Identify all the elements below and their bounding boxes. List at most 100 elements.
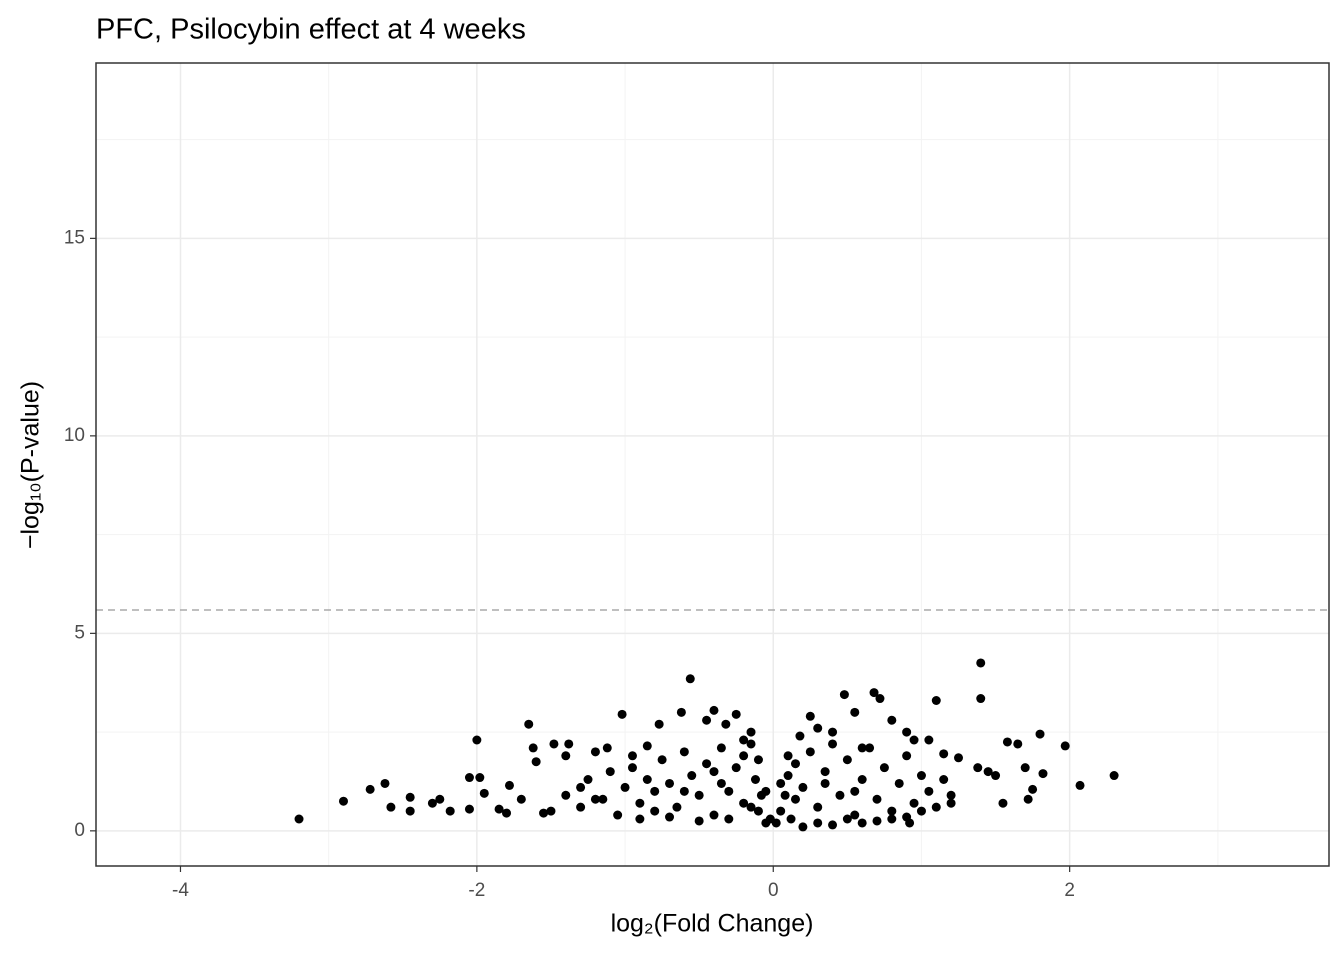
point: [561, 751, 571, 761]
point: [504, 780, 514, 790]
point: [427, 798, 437, 808]
point: [976, 694, 986, 704]
point: [472, 735, 482, 745]
chart-title: PFC, Psilocybin effect at 4 weeks: [96, 14, 526, 46]
point: [839, 690, 849, 700]
point: [783, 771, 793, 781]
point: [685, 674, 695, 684]
point: [931, 802, 941, 812]
point: [1060, 741, 1070, 751]
point: [445, 806, 455, 816]
point: [739, 735, 749, 745]
point: [676, 707, 686, 717]
point: [813, 802, 823, 812]
point: [724, 786, 734, 796]
point: [916, 771, 926, 781]
point: [750, 774, 760, 784]
point: [475, 773, 485, 783]
point: [590, 794, 600, 804]
point: [1038, 769, 1048, 779]
point: [613, 810, 623, 820]
point: [783, 751, 793, 761]
point: [857, 774, 867, 784]
point: [739, 798, 749, 808]
point: [602, 743, 612, 753]
point: [991, 771, 1001, 781]
point: [1109, 771, 1119, 781]
point: [494, 804, 504, 814]
point: [731, 709, 741, 719]
point: [627, 751, 637, 761]
point: [716, 778, 726, 788]
point: [746, 739, 756, 749]
point: [605, 767, 615, 777]
point: [746, 727, 756, 737]
point: [998, 798, 1008, 808]
point: [924, 735, 934, 745]
point: [872, 816, 882, 826]
point: [294, 814, 304, 824]
point: [721, 719, 731, 729]
point: [679, 747, 689, 757]
point: [813, 818, 823, 828]
point: [850, 707, 860, 717]
point: [739, 751, 749, 761]
point: [702, 759, 712, 769]
point: [528, 743, 538, 753]
point: [887, 806, 897, 816]
point: [813, 723, 823, 733]
point: [869, 688, 879, 698]
point: [665, 778, 675, 788]
point: [365, 784, 375, 794]
point: [916, 806, 926, 816]
point: [590, 747, 600, 757]
point: [902, 727, 912, 737]
point: [1023, 794, 1033, 804]
point: [516, 794, 526, 804]
point: [865, 743, 875, 753]
point: [872, 794, 882, 804]
point: [857, 743, 867, 753]
point: [531, 757, 541, 767]
point: [875, 694, 885, 704]
point: [983, 767, 993, 777]
point: [635, 798, 645, 808]
point: [776, 806, 786, 816]
point: [380, 778, 390, 788]
point: [654, 719, 664, 729]
point: [405, 806, 415, 816]
point: [679, 786, 689, 796]
point: [694, 816, 704, 826]
point: [386, 802, 396, 812]
point: [724, 814, 734, 824]
point: [879, 763, 889, 773]
plot-border: [95, 62, 1330, 867]
point: [976, 658, 986, 668]
x-tick-label: -2: [468, 880, 485, 901]
point: [627, 763, 637, 773]
point: [786, 814, 796, 824]
point: [790, 759, 800, 769]
point: [549, 739, 559, 749]
point: [576, 802, 586, 812]
point: [902, 751, 912, 761]
point: [790, 794, 800, 804]
point: [828, 727, 838, 737]
point: [761, 818, 771, 828]
point: [583, 774, 593, 784]
point: [672, 802, 682, 812]
point: [665, 812, 675, 822]
point: [887, 814, 897, 824]
point: [657, 755, 667, 765]
point: [939, 774, 949, 784]
point: [1035, 729, 1045, 739]
point: [909, 735, 919, 745]
point: [564, 739, 574, 749]
point: [805, 747, 815, 757]
point: [857, 818, 867, 828]
point: [828, 739, 838, 749]
point: [835, 790, 845, 800]
point: [746, 802, 756, 812]
point: [1002, 737, 1012, 747]
